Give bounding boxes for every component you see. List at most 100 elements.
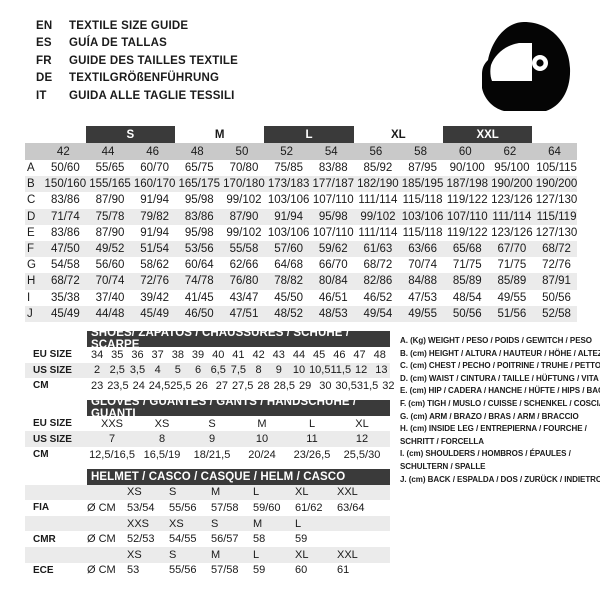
row-cells: 2 2,5 3,5 4 5 6 6,5 7,5 8 9 10 10,5 11,5 12 13 xyxy=(87,364,391,376)
cell-value: 30,5 xyxy=(335,379,357,392)
cell-value: 43 xyxy=(272,348,285,361)
measurement-value: 155/165 xyxy=(89,178,131,191)
size-number: 42 xyxy=(56,145,70,158)
helmet-size-label: XXL xyxy=(337,548,358,561)
cell-value: 2 xyxy=(94,364,101,377)
language-code: ES xyxy=(36,37,52,50)
size-band-cell-s: S xyxy=(85,126,175,143)
measurement-value: 50/56 xyxy=(542,291,571,304)
language-row: DE TEXTILGRÖßENFÜHRUNG xyxy=(36,72,238,89)
measurement-value: 71/74 xyxy=(50,210,80,223)
measurement-value: 190/200 xyxy=(491,178,533,191)
measurement-value: 66/70 xyxy=(318,259,348,272)
language-title: GUÍA DE TALLAS xyxy=(69,37,167,50)
cell-value: 55/56 xyxy=(169,564,197,577)
table-row: C 83/86 87/90 91/94 95/98 99/102 103/106 107/11… xyxy=(25,192,577,209)
cell-value: 61/62 xyxy=(295,501,323,514)
row-cells: 34 35 36 37 38 39 40 41 42 43 44 45 46 47 48 xyxy=(87,349,390,361)
cell-value: XL xyxy=(355,417,369,430)
language-code: IT xyxy=(36,89,47,102)
cell-value: 9 xyxy=(208,433,216,446)
measurement-value: 74/78 xyxy=(184,275,214,288)
table-row: B 150/160 155/165 160/170 165/175 170/180 173/… xyxy=(25,176,578,193)
helmet-size-label: L xyxy=(295,517,302,530)
cell-value: 18/21,5 xyxy=(193,448,231,461)
cell-value: 12,5/16,5 xyxy=(89,448,135,461)
measurement-value: 78/82 xyxy=(274,275,303,288)
measurement-value: 95/98 xyxy=(184,194,214,207)
measurement-value: 44/48 xyxy=(95,307,125,320)
shoes-body: EU SIZE 34 35 36 37 38 39 40 41 42 43 44 45 46 47 48 US … xyxy=(25,347,394,394)
cell-value: 41 xyxy=(232,348,245,361)
cell-value: 10 xyxy=(292,364,306,377)
helmet-size-header-row: XXS XS S M L xyxy=(25,515,390,532)
row-label: EU SIZE xyxy=(33,418,72,430)
measurement-value: 107/110 xyxy=(312,226,354,239)
helmet-standard-label: CMR xyxy=(33,533,56,545)
cell-value: 55/56 xyxy=(169,501,197,514)
cell-value: 28 xyxy=(257,379,270,392)
table-row: J 45/49 44/48 45/49 46/50 47/51 48/52 48/53 49/5… xyxy=(25,305,577,322)
legend-line: J. (cm) BACK / ESPALDA / DOS / ZURÜCK / … xyxy=(400,474,600,484)
measurement-value: 71/75 xyxy=(497,259,527,272)
helmet-title-wrap: HELMET / CASCO / CASQUE / HELM / CASCO xyxy=(25,468,390,485)
cell-value: 36 xyxy=(131,348,144,361)
cell-value: 25,5/30 xyxy=(343,448,381,461)
size-number: 48 xyxy=(190,145,204,158)
measurement-value: 87/91 xyxy=(542,275,571,288)
measurement-value: 187/198 xyxy=(446,178,489,191)
table-row: EU SIZE XXS XS S M L XL xyxy=(25,415,390,432)
helmet-size-label: XS xyxy=(127,486,142,499)
language-code: FR xyxy=(36,54,52,67)
cell-value: 4 xyxy=(154,364,161,377)
measurement-value: 45/50 xyxy=(274,291,303,304)
measurement-value: 71/75 xyxy=(452,259,482,272)
helmet-size-label: XS xyxy=(127,548,142,561)
cell-value: 12 xyxy=(355,364,368,377)
measurement-value: 72/76 xyxy=(140,275,170,288)
cell-value: 28,5 xyxy=(273,379,296,392)
measurement-value: 47/51 xyxy=(229,307,259,320)
cell-value: 59/60 xyxy=(253,501,281,514)
size-number: 60 xyxy=(458,145,472,158)
cell-value: 11,5 xyxy=(330,364,352,377)
language-title: GUIDA ALLE TAGLIE TESSILI xyxy=(69,89,235,102)
measurement-value: 45/49 xyxy=(140,307,170,320)
cell-value: XXS xyxy=(100,417,123,430)
measurement-value: 103/106 xyxy=(267,226,310,239)
measurement-value: 52/58 xyxy=(542,307,571,320)
cell-value: 60 xyxy=(295,564,308,577)
language-row: EN TEXTILE SIZE GUIDE xyxy=(36,20,238,37)
size-table-body: A 50/60 55/65 60/70 65/75 70/80 75/85 83/88 85/9… xyxy=(25,160,577,322)
measurement-value: 99/102 xyxy=(226,226,262,239)
measurement-value: 95/100 xyxy=(494,162,530,175)
measurement-value: 111/114 xyxy=(358,226,398,239)
helmet-size-label: L xyxy=(253,548,260,561)
helmet-size-label: L xyxy=(253,486,260,499)
measurement-value: 115/119 xyxy=(536,210,577,223)
cell-value: 52/53 xyxy=(127,533,155,546)
measurement-value: 61/63 xyxy=(363,243,393,256)
cell-value: 10 xyxy=(255,433,269,446)
cell-value: 44 xyxy=(292,348,306,361)
measurement-letter: B xyxy=(27,178,35,191)
shoes-table: SHOES/ ZAPATOS / CHAUSSURES / SCHUHE / S… xyxy=(25,327,394,394)
row-label: US SIZE xyxy=(33,364,72,376)
measurement-value: 105/115 xyxy=(536,162,577,175)
cell-value: 3,5 xyxy=(129,364,146,377)
cell-value: 61 xyxy=(337,564,350,577)
size-band-cell-xl: XL xyxy=(390,128,406,141)
measurement-value: 83/86 xyxy=(50,194,80,207)
measurement-value: 48/54 xyxy=(452,291,482,304)
size-band-cell-l: L xyxy=(264,126,354,143)
cell-value: 23,5 xyxy=(107,379,129,392)
measurement-value: 150/160 xyxy=(44,178,87,191)
measurement-value: 115/118 xyxy=(402,194,443,207)
cell-value: 53/54 xyxy=(127,501,155,514)
size-band-cell xyxy=(532,126,577,143)
measurement-value: 57/60 xyxy=(274,243,303,256)
measurement-value: 190/200 xyxy=(535,178,578,191)
measurement-letter: H xyxy=(27,275,36,288)
helmet-size-header-row: XS S M L XL XXL xyxy=(25,484,390,501)
